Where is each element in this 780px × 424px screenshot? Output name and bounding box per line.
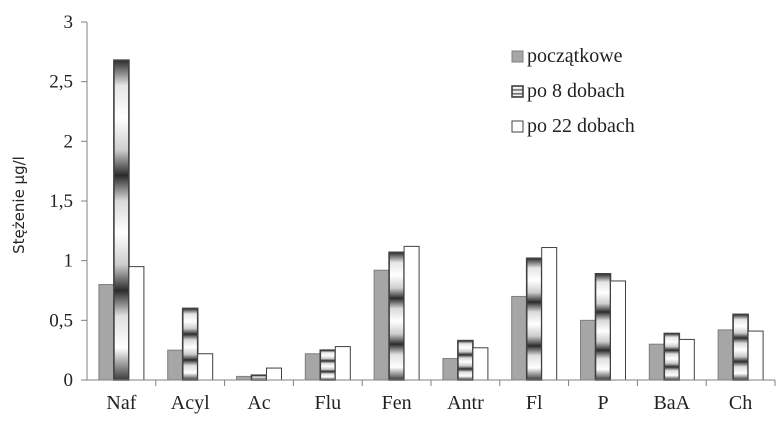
- x-tick-label: BaA: [653, 392, 690, 414]
- bar-po-8-dobach-ac: [250, 374, 268, 381]
- bar-po-22-dobach-baa: [678, 338, 695, 381]
- bar-poczatkowe-antr: [442, 358, 459, 381]
- y-tick-label: 1: [64, 251, 74, 272]
- bar-po-8-dobach-flu: [319, 349, 337, 381]
- x-tick-label: P: [597, 392, 608, 414]
- bar-po-22-dobach-fen: [403, 245, 420, 381]
- bar-poczatkowe-baa: [648, 343, 665, 381]
- bar-po-22-dobach-antr: [472, 347, 489, 381]
- bar-poczatkowe-fen: [373, 269, 390, 381]
- y-tick-label: 0: [64, 370, 74, 391]
- x-axis-ticks: Naf Acyl Ac Flu Fen Antr Fl P BaA Ch: [106, 380, 776, 414]
- x-tick-label: Antr: [447, 392, 484, 414]
- x-tick-label: Ch: [729, 392, 752, 414]
- bar-po-22-dobach-flu: [334, 346, 351, 381]
- legend-label: po 22 dobach: [527, 115, 635, 137]
- legend-swatch: [511, 120, 524, 133]
- x-tick-label: Acyl: [171, 392, 210, 414]
- x-tick-label: Ac: [247, 392, 270, 414]
- legend: początkowe po 8 dobach po 22 dobach: [511, 45, 635, 137]
- bar-po-8-dobach-antr: [457, 339, 474, 381]
- bar-poczatkowe-fl: [511, 295, 528, 381]
- bar-po-8-dobach-p: [594, 272, 612, 381]
- legend-label: po 8 dobach: [527, 80, 625, 102]
- bar-poczatkowe-naf: [98, 284, 115, 381]
- bar-po-8-dobach-ch: [732, 313, 749, 381]
- legend-swatch: [511, 50, 524, 63]
- bar-po-22-dobach-fl: [541, 247, 558, 381]
- bar-poczatkowe-ch: [717, 329, 734, 381]
- bar-po-8-dobach-baa: [663, 332, 681, 381]
- y-tick-label: 2,5: [49, 72, 73, 93]
- bar-po-8-dobach-fl: [525, 257, 543, 381]
- x-tick-label: Fl: [526, 392, 543, 414]
- bar-po-8-dobach-naf: [113, 59, 130, 381]
- x-tick-label: Fen: [382, 392, 412, 414]
- bar-po-22-dobach-ac: [266, 367, 282, 381]
- y-tick-label: 2: [64, 131, 74, 152]
- y-axis-ticks: 0 0,5 1 1,5 2 2,5 3: [49, 12, 87, 391]
- bar-poczatkowe-p: [580, 319, 596, 381]
- x-tick-label: Naf: [106, 392, 136, 414]
- bar-poczatkowe-flu: [304, 353, 321, 381]
- y-axis-label: Stężenie µg/l: [10, 156, 28, 254]
- bar-po-22-dobach-naf: [128, 266, 145, 381]
- bar-poczatkowe-ac: [236, 375, 252, 381]
- bar-po-22-dobach-p: [610, 280, 626, 381]
- y-tick-label: 0,5: [49, 310, 73, 331]
- y-tick-label: 3: [64, 12, 74, 33]
- legend-label: początkowe: [527, 45, 623, 67]
- bar-poczatkowe-acyl: [167, 349, 184, 381]
- bar-po-8-dobach-fen: [388, 251, 405, 381]
- bar-po-22-dobach-ch: [747, 330, 764, 381]
- bar-po-8-dobach-acyl: [181, 307, 199, 381]
- bars: [98, 59, 764, 381]
- bar-po-22-dobach-acyl: [197, 353, 214, 381]
- legend-swatch: [511, 85, 524, 98]
- x-tick-label: Flu: [314, 392, 341, 414]
- y-tick-label: 1,5: [49, 191, 73, 212]
